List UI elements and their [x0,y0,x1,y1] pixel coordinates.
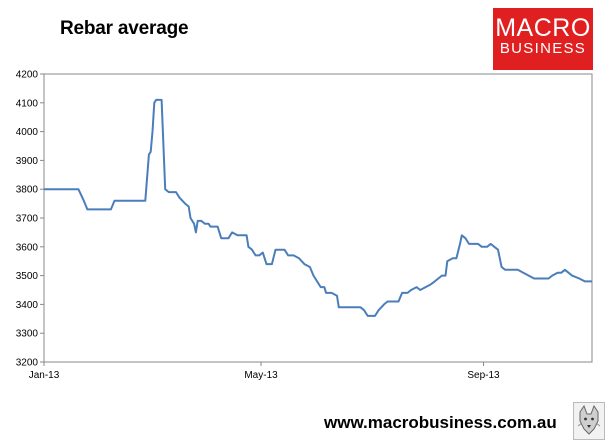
x-tick-label: Jan-13 [29,370,60,381]
chart-title: Rebar average [60,18,189,39]
plot-area: 3200 3300 3400 3500 3600 3700 3800 3900 4000 4100… [16,70,593,381]
y-tick-label: 3300 [16,329,39,340]
line-chart: 3200 3300 3400 3500 3600 3700 3800 3900 4000 4100… [16,70,593,381]
y-tick-label: 3900 [16,156,39,167]
website-url[interactable]: www.macrobusiness.com.au [324,413,557,432]
x-tick-label: Sep-13 [467,370,500,381]
wolf-icon [573,402,605,440]
logo-line-macro: MACRO [495,14,591,42]
y-tick-label: 3800 [16,185,39,196]
series-line [44,98,592,317]
y-tick-label: 4100 [16,98,39,109]
y-tick-label: 3400 [16,300,39,311]
macrobusiness-logo[interactable]: MACRO BUSINESS [493,8,593,70]
y-tick-label: 4000 [16,127,39,138]
plot-border [43,73,593,363]
y-tick-label: 3600 [16,242,39,253]
x-tick-label: May-13 [244,370,278,381]
logo-line-business: BUSINESS [499,40,587,57]
y-tick-label: 3500 [16,271,39,282]
y-tick-label: 3700 [16,214,39,225]
y-tick-label: 3200 [16,358,39,369]
y-tick-label: 4200 [16,70,39,81]
